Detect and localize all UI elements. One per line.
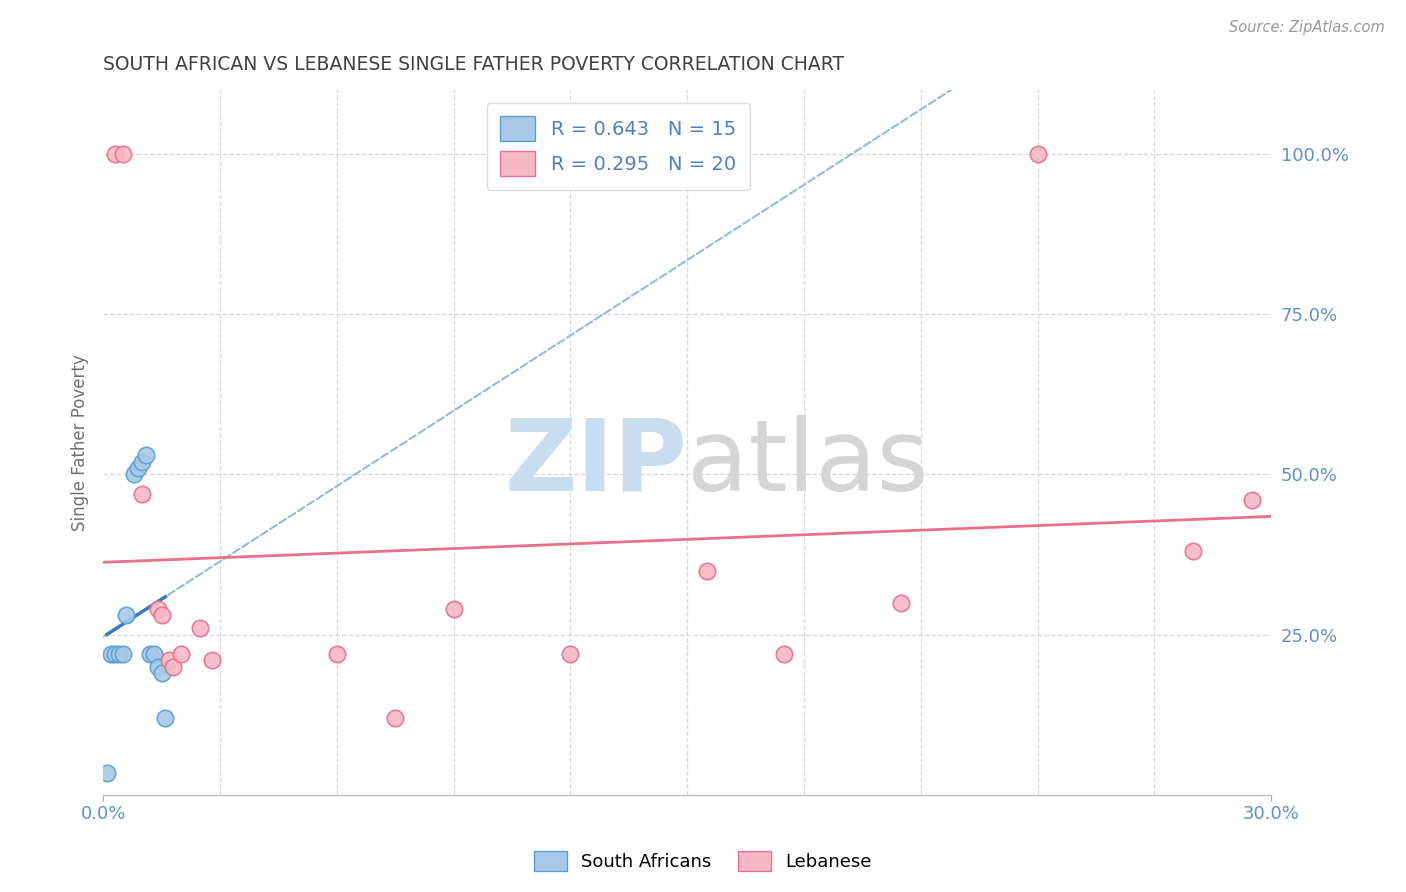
Point: [1240, 493, 1263, 508]
Point: [135, 448, 157, 462]
Text: atlas: atlas: [688, 415, 929, 512]
Point: [124, 467, 146, 482]
Text: SOUTH AFRICAN VS LEBANESE SINGLE FATHER POVERTY CORRELATION CHART: SOUTH AFRICAN VS LEBANESE SINGLE FATHER …: [103, 55, 844, 74]
Point: [150, 666, 173, 681]
Legend: R = 0.643   N = 15, R = 0.295   N = 20: R = 0.643 N = 15, R = 0.295 N = 20: [486, 103, 749, 190]
Point: [773, 647, 796, 661]
Point: [115, 608, 138, 623]
Legend: South Africans, Lebanese: South Africans, Lebanese: [527, 844, 879, 879]
Point: [104, 146, 127, 161]
Point: [190, 621, 212, 635]
Point: [139, 647, 162, 661]
Point: [170, 647, 193, 661]
Point: [104, 647, 127, 661]
Point: [384, 711, 406, 725]
Point: [107, 647, 129, 661]
Point: [560, 647, 582, 661]
Point: [100, 647, 122, 661]
Point: [146, 660, 169, 674]
Point: [162, 660, 184, 674]
Point: [146, 602, 169, 616]
Point: [111, 647, 134, 661]
Point: [131, 486, 153, 500]
Point: [127, 461, 149, 475]
Point: [157, 653, 180, 667]
Point: [1182, 544, 1205, 558]
Text: ZIP: ZIP: [505, 415, 688, 512]
Y-axis label: Single Father Poverty: Single Father Poverty: [72, 354, 89, 531]
Point: [96, 765, 118, 780]
Point: [696, 564, 718, 578]
Point: [443, 602, 465, 616]
Point: [201, 653, 224, 667]
Point: [142, 647, 165, 661]
Point: [111, 146, 134, 161]
Text: Source: ZipAtlas.com: Source: ZipAtlas.com: [1229, 20, 1385, 35]
Point: [150, 608, 173, 623]
Point: [890, 596, 912, 610]
Point: [155, 711, 177, 725]
Point: [1026, 146, 1049, 161]
Point: [325, 647, 347, 661]
Point: [131, 454, 153, 468]
